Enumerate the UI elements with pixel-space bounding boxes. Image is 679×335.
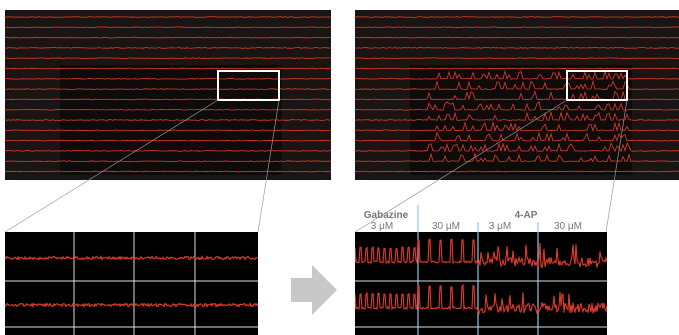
zoom-left bbox=[5, 232, 258, 335]
concentration-label: 3 μM bbox=[489, 221, 511, 232]
trace bbox=[354, 170, 679, 173]
concentration-label: 3 μM bbox=[371, 221, 393, 232]
trace bbox=[354, 16, 679, 18]
trace bbox=[354, 36, 679, 39]
grid-right bbox=[355, 280, 607, 328]
trace bbox=[4, 67, 332, 70]
trace bbox=[5, 302, 258, 309]
trace bbox=[4, 160, 332, 163]
trace bbox=[354, 111, 679, 122]
trace bbox=[354, 26, 679, 29]
concentration-label: 30 μM bbox=[554, 221, 582, 232]
trace bbox=[5, 129, 332, 132]
zoom-box bbox=[217, 70, 280, 101]
zoom-box bbox=[566, 70, 628, 101]
zoom-traces-right bbox=[355, 238, 607, 316]
trace bbox=[354, 152, 679, 163]
concentration-label: 30 μM bbox=[432, 221, 460, 232]
trace bbox=[354, 79, 679, 90]
trace bbox=[4, 47, 332, 49]
zoom-line bbox=[605, 99, 628, 233]
trace bbox=[4, 16, 332, 18]
trace bbox=[4, 77, 332, 80]
trace bbox=[354, 131, 679, 143]
trace bbox=[4, 108, 332, 111]
drug-label: Gabazine bbox=[364, 210, 409, 221]
arrow bbox=[291, 265, 337, 315]
trace bbox=[4, 57, 332, 60]
trace bbox=[354, 142, 679, 153]
trace bbox=[355, 283, 607, 316]
zoom-line bbox=[4, 99, 219, 233]
trace bbox=[354, 69, 679, 81]
trace bbox=[4, 88, 331, 90]
trace bbox=[354, 100, 679, 111]
trace bbox=[4, 170, 331, 173]
trace bbox=[4, 119, 332, 121]
trace bbox=[354, 121, 679, 133]
trace bbox=[4, 139, 332, 142]
zoom-line bbox=[257, 99, 280, 233]
trace bbox=[355, 238, 607, 268]
overview-traces-right bbox=[354, 16, 679, 173]
zoom-traces-left bbox=[5, 254, 258, 309]
zoom-line bbox=[354, 99, 568, 233]
trace bbox=[354, 57, 679, 60]
trace bbox=[4, 36, 332, 39]
zoom-right bbox=[355, 232, 607, 335]
condition-dividers bbox=[417, 205, 539, 335]
trace bbox=[354, 47, 679, 49]
overview-traces-left bbox=[4, 16, 332, 173]
grid-left bbox=[5, 232, 258, 335]
drug-label: 4-AP bbox=[515, 210, 538, 221]
trace bbox=[354, 67, 679, 70]
trace bbox=[4, 150, 332, 152]
trace bbox=[5, 254, 258, 261]
trace bbox=[4, 26, 331, 29]
